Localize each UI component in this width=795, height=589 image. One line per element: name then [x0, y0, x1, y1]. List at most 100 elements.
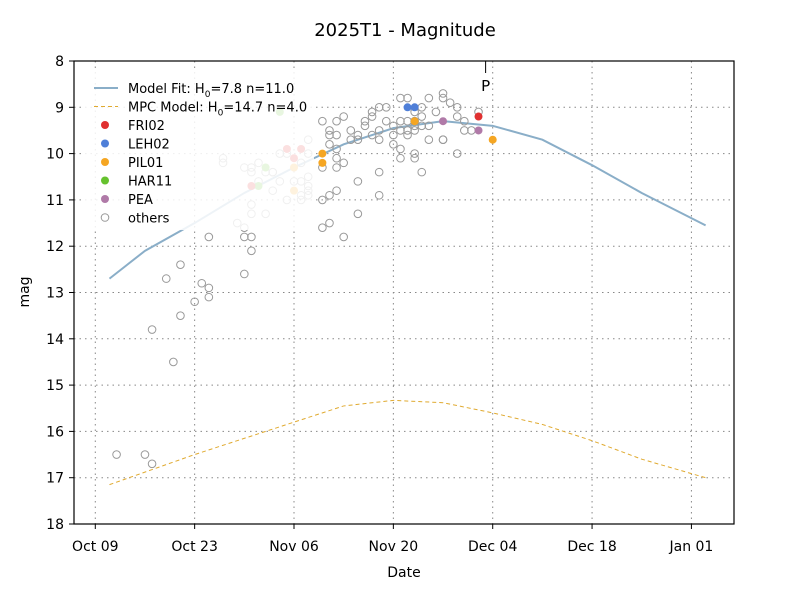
y-tick-label: 14	[46, 332, 64, 348]
x-tick-label: Oct 09	[72, 539, 118, 555]
point-others	[403, 116, 412, 126]
legend-marker-har11	[101, 176, 109, 185]
point-others	[396, 144, 405, 154]
point-others	[417, 112, 427, 121]
point-others	[374, 135, 384, 145]
chart-title: 2025T1 - Magnitude	[314, 20, 496, 41]
point-others	[190, 297, 199, 307]
point-others	[325, 190, 334, 200]
point-others	[417, 167, 427, 177]
x-axis-label: Date	[387, 565, 420, 581]
point-others	[431, 107, 441, 117]
point-others	[332, 116, 341, 126]
point-others	[204, 232, 214, 242]
legend-label: PEA	[128, 193, 153, 208]
point-others	[396, 153, 405, 163]
point-others	[360, 121, 370, 131]
point-others	[147, 325, 157, 334]
point-others	[374, 167, 384, 177]
point-fri02	[474, 112, 483, 121]
legend-label: HAR11	[128, 175, 172, 190]
point-others	[389, 140, 398, 149]
point-others	[339, 158, 348, 168]
point-others	[353, 130, 363, 140]
point-leh02	[403, 103, 412, 112]
point-others	[176, 311, 185, 320]
x-tick-label: Dec 18	[567, 539, 616, 555]
legend-label: LEH02	[128, 138, 170, 153]
legend-marker-pea	[101, 195, 109, 203]
point-others	[452, 112, 462, 121]
point-others	[460, 116, 469, 126]
legend-label: Model Fit: H0=7.8 n=11.0	[128, 82, 294, 100]
point-others	[438, 135, 448, 145]
point-others	[374, 190, 384, 200]
grid	[74, 61, 734, 524]
y-tick-label: 10	[46, 147, 64, 163]
point-others	[169, 357, 178, 367]
point-others	[353, 177, 363, 186]
y-tick-label: 11	[46, 193, 64, 209]
point-pil01	[488, 135, 497, 144]
point-others	[332, 163, 341, 172]
legend-label: others	[128, 212, 170, 227]
point-others	[140, 450, 150, 459]
point-others	[176, 260, 185, 270]
point-others	[367, 107, 377, 117]
plot-frame	[73, 60, 735, 525]
point-others	[445, 98, 455, 107]
perihelion-label: P	[481, 77, 490, 95]
point-others	[247, 232, 256, 242]
point-others	[346, 135, 356, 145]
point-others	[325, 130, 334, 140]
point-others	[460, 126, 469, 135]
point-others	[424, 135, 434, 145]
point-pil01	[410, 117, 419, 126]
point-others	[318, 116, 327, 126]
point-others	[367, 130, 377, 140]
point-others	[417, 121, 427, 131]
point-others	[410, 153, 419, 163]
point-others	[332, 153, 341, 163]
legend-marker-pil01	[101, 158, 109, 166]
x-tick-label: Nov 06	[269, 539, 319, 555]
point-others	[353, 135, 363, 145]
point-others	[396, 116, 405, 126]
point-others	[332, 130, 341, 140]
point-others	[452, 103, 462, 112]
point-others	[410, 149, 419, 158]
point-others	[204, 292, 214, 302]
point-others	[240, 269, 249, 279]
point-others	[374, 103, 384, 112]
point-others	[161, 274, 171, 283]
point-others	[389, 130, 398, 140]
point-others	[360, 116, 370, 126]
point-others	[367, 112, 377, 121]
point-others	[332, 186, 341, 195]
legend-marker-others	[100, 213, 110, 222]
point-others	[381, 103, 391, 112]
axis-ticks: Oct 09 Oct 23 Nov 06 Nov 20 Dec 04 Dec 18 Jan …	[46, 54, 713, 555]
point-others	[424, 121, 434, 131]
point-others	[318, 195, 327, 205]
point-others	[467, 126, 476, 135]
y-tick-label: 12	[46, 239, 64, 255]
point-others	[325, 140, 334, 149]
point-others	[374, 126, 384, 135]
point-leh02	[410, 103, 419, 112]
y-tick-label: 17	[46, 471, 64, 487]
point-others	[403, 130, 412, 140]
y-tick-label: 15	[46, 378, 64, 394]
y-tick-label: 18	[46, 517, 64, 533]
point-others	[396, 126, 405, 135]
legend-label: MPC Model: H0=14.7 n=4.0	[128, 101, 307, 119]
x-tick-label: Nov 20	[369, 539, 419, 555]
point-others	[403, 93, 412, 103]
point-others	[318, 223, 327, 232]
y-tick-label: 16	[46, 424, 64, 440]
point-others	[332, 144, 341, 154]
mpc-model-line	[109, 399, 706, 486]
